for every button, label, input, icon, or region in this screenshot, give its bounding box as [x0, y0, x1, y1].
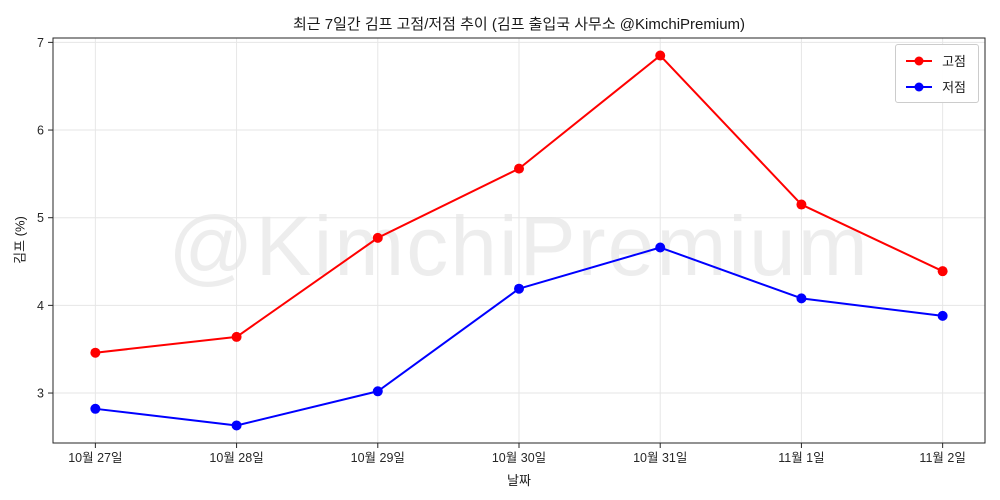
- legend-marker-high-icon: [906, 56, 933, 65]
- y-axis-label: 김프 (%): [12, 216, 28, 264]
- x-tick-label: 11월 2일: [919, 451, 965, 465]
- data-point-low: [937, 310, 948, 321]
- data-point-high: [372, 232, 383, 243]
- data-point-low: [372, 386, 383, 397]
- legend-item-high: 고점: [904, 51, 966, 70]
- data-point-high: [231, 331, 242, 342]
- data-point-low: [655, 242, 666, 253]
- data-point-high: [90, 347, 101, 358]
- y-tick-label: 7: [37, 36, 44, 50]
- x-tick-label: 11월 1일: [778, 451, 824, 465]
- data-point-low: [796, 293, 807, 304]
- data-point-high: [655, 50, 666, 61]
- x-tick-label: 10월 30일: [492, 451, 546, 465]
- x-axis-label: 날짜: [507, 473, 531, 488]
- chart-title: 최근 7일간 김프 고점/저점 추이 (김프 출입국 사무소 @KimchiPr…: [292, 16, 746, 33]
- y-tick-label: 4: [37, 299, 44, 313]
- data-point-high: [514, 163, 524, 174]
- x-tick-label: 10월 28일: [209, 451, 263, 465]
- data-point-low: [231, 420, 242, 431]
- legend-item-low: 저점: [904, 77, 966, 96]
- legend-label-low: 저점: [942, 80, 966, 95]
- x-tick-label: 10월 29일: [351, 451, 405, 465]
- legend-label-high: 고점: [942, 54, 966, 69]
- y-tick-label: 5: [37, 211, 44, 225]
- data-point-low: [514, 283, 524, 294]
- x-tick-label: 10월 31일: [633, 451, 687, 465]
- legend-marker-low-icon: [906, 82, 933, 91]
- y-tick-label: 3: [37, 387, 44, 401]
- data-point-low: [90, 403, 101, 414]
- x-tick-label: 10월 27일: [68, 451, 122, 465]
- data-point-high: [796, 199, 807, 210]
- data-point-high: [937, 266, 948, 277]
- y-tick-label: 6: [37, 124, 44, 138]
- legend: 고점 저점: [895, 44, 979, 103]
